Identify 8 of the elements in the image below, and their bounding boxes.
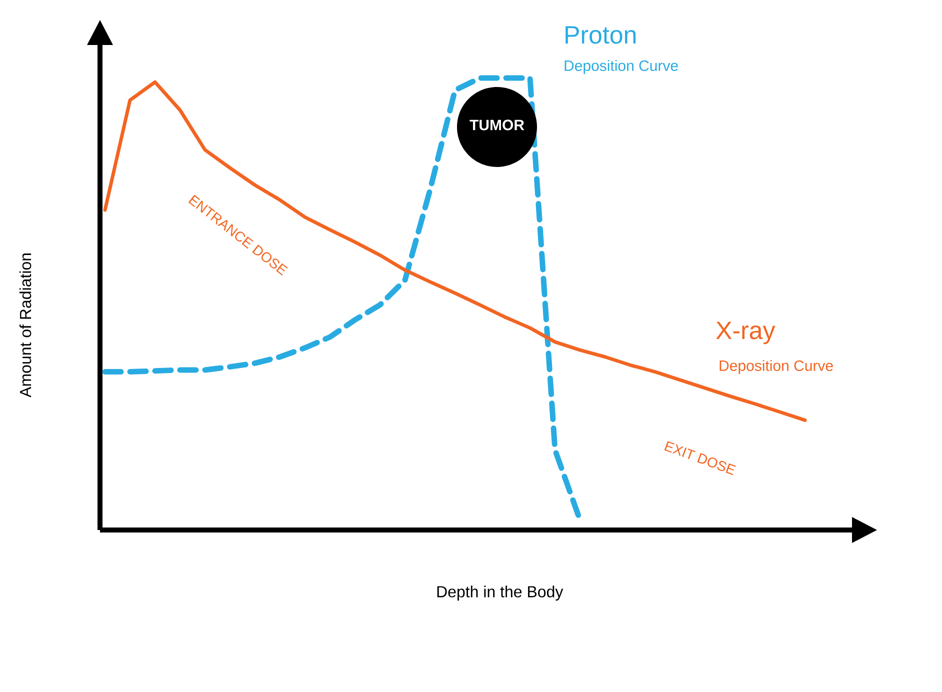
series-label: Proton: [566, 26, 636, 44]
series-label: X-ray: [716, 322, 776, 344]
x-axis-title: Depth in the Body: [437, 586, 564, 601]
y-axis-title: Amount of Radiation: [19, 254, 32, 398]
annotation: Deposition Curve: [720, 360, 833, 374]
annotation: EXIT DOSE: [664, 441, 736, 476]
text: Deposition Curve: [564, 60, 678, 74]
annotation: TUMOR: [470, 120, 524, 130]
